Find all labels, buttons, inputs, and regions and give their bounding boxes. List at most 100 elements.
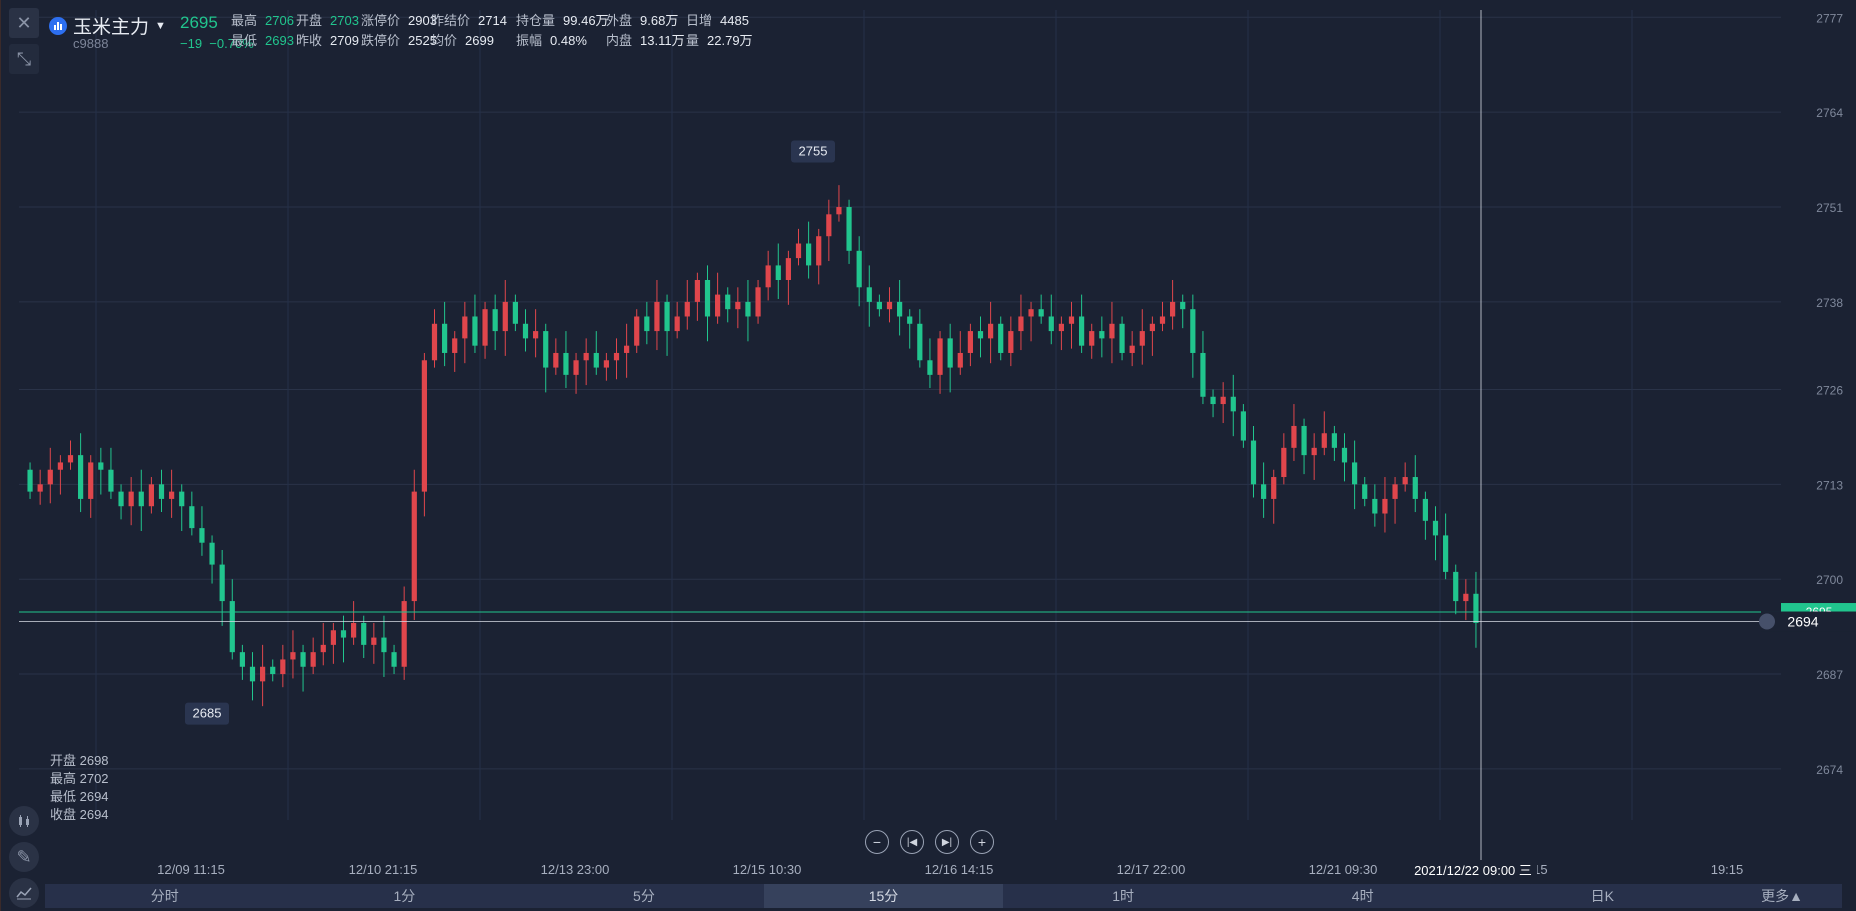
tab-period[interactable]: 分时 bbox=[150, 888, 179, 904]
candlestick-icon[interactable] bbox=[9, 806, 39, 836]
candle-body bbox=[1443, 535, 1449, 572]
candle-body bbox=[1250, 440, 1257, 485]
candle-body bbox=[1079, 316, 1085, 346]
candle-body bbox=[967, 331, 973, 353]
candle-body bbox=[1331, 433, 1337, 448]
price-chart[interactable]: 2777 2764 2751 2738 2726 2713 2700 2687 2674 12/0… bbox=[1, 0, 1856, 880]
candle-body bbox=[1230, 396, 1236, 412]
first-button[interactable]: |◀ bbox=[900, 830, 924, 854]
quote-label: 最低 bbox=[231, 33, 258, 48]
quote-value: 2903 bbox=[408, 13, 437, 28]
last-button[interactable]: ▶| bbox=[935, 830, 959, 854]
indicator-icon[interactable] bbox=[9, 878, 39, 908]
candle-body bbox=[1402, 477, 1408, 485]
candle-body bbox=[199, 528, 205, 543]
y-tick-label: 2726 bbox=[1816, 383, 1843, 397]
tab-period[interactable]: 更多▲ bbox=[1761, 888, 1803, 904]
y-tick-label: 2700 bbox=[1816, 573, 1843, 587]
x-tick-label: 12/21 09:30 bbox=[1309, 862, 1378, 877]
candle-body bbox=[795, 243, 802, 259]
candle-body bbox=[1109, 323, 1115, 339]
candle-body bbox=[1018, 316, 1024, 332]
crosshair-price-tag bbox=[1761, 611, 1856, 632]
candle-body bbox=[1271, 477, 1277, 499]
candle-body bbox=[876, 301, 882, 310]
tab-period[interactable]: 4时 bbox=[1351, 888, 1374, 904]
candle-body bbox=[27, 469, 33, 492]
candle-body bbox=[704, 280, 711, 317]
candle-body bbox=[1432, 520, 1439, 536]
x-tick-label: 12/17 22:00 bbox=[1117, 862, 1186, 877]
candle-body bbox=[603, 360, 609, 368]
candle-body bbox=[209, 542, 215, 565]
chevron-down-icon[interactable]: ▼ bbox=[155, 19, 166, 32]
zoom-in-button[interactable]: + bbox=[970, 830, 994, 854]
ohlc-open: 开盘 2698 bbox=[50, 753, 109, 768]
candle-body bbox=[553, 352, 559, 368]
quote-label: 昨收 bbox=[296, 33, 323, 48]
tab-period[interactable]: 5分 bbox=[633, 888, 655, 904]
candle-body bbox=[472, 316, 478, 346]
candle-body bbox=[785, 258, 791, 280]
candle-body bbox=[745, 301, 751, 317]
tab-period[interactable]: 日K bbox=[1590, 888, 1614, 904]
candle-body bbox=[613, 352, 620, 361]
candle-body bbox=[674, 316, 680, 332]
candle-body bbox=[806, 243, 812, 266]
candle-body bbox=[1170, 301, 1176, 317]
zoom-out-button[interactable]: − bbox=[865, 830, 889, 854]
quote-value: 2714 bbox=[478, 13, 507, 28]
quote-label: 涨停价 bbox=[361, 13, 401, 28]
quote-label: 昨结价 bbox=[431, 13, 471, 28]
candle-body bbox=[78, 455, 84, 499]
y-tick-label: 2764 bbox=[1816, 106, 1843, 120]
candle-body bbox=[725, 294, 731, 310]
candle-body bbox=[1240, 411, 1246, 441]
candle-body bbox=[1412, 477, 1418, 499]
candle-body bbox=[1200, 352, 1206, 397]
candle-body bbox=[1352, 462, 1358, 485]
tab-period[interactable]: 15分 bbox=[763, 884, 1004, 908]
candle-body bbox=[1463, 593, 1469, 602]
quote-item: 量 22.79万 bbox=[686, 30, 753, 49]
last-price: 2695 bbox=[180, 13, 218, 32]
candle-body bbox=[998, 323, 1004, 353]
candle-body bbox=[492, 309, 498, 332]
candle-body bbox=[533, 331, 539, 339]
pin-icon[interactable]: ⤡ bbox=[9, 44, 39, 74]
candle-body bbox=[361, 622, 367, 645]
candle-body bbox=[543, 331, 549, 368]
quote-label: 外盘 bbox=[606, 13, 633, 28]
candle-body bbox=[1362, 484, 1368, 499]
quote-label: 跌停价 bbox=[361, 33, 401, 48]
symbol-code: c9888 bbox=[73, 36, 109, 51]
candle-body bbox=[1210, 396, 1216, 405]
quote-value: 99.46万 bbox=[563, 13, 609, 28]
y-tick-label: 2777 bbox=[1816, 11, 1843, 25]
candle-body bbox=[1008, 331, 1014, 353]
ohlc-panel: 开盘 2698 最高 2702 最低 2694 收盘 2694 bbox=[50, 752, 109, 824]
candle-body bbox=[1068, 316, 1075, 324]
candle-body bbox=[1099, 331, 1105, 339]
quote-item: 昨收 2709 bbox=[296, 30, 359, 49]
quote-label: 持仓量 bbox=[516, 13, 556, 28]
pencil-icon[interactable]: ✎ bbox=[9, 842, 39, 872]
tab-period[interactable]: 1时 bbox=[1112, 888, 1134, 904]
period-tabs: 分时 1分 5分 15分 1时 4时 日K 更多▲ bbox=[45, 884, 1842, 908]
candle-body bbox=[573, 360, 579, 375]
quote-value: 2699 bbox=[465, 33, 494, 48]
candle-body bbox=[583, 352, 589, 361]
candle-body bbox=[502, 301, 508, 332]
candle-body bbox=[1321, 433, 1327, 448]
quote-item: 昨结价 2714 bbox=[431, 10, 507, 29]
quote-item: 涨停价 2903 bbox=[361, 10, 437, 29]
close-icon[interactable]: ✕ bbox=[9, 8, 39, 38]
quote-label: 内盘 bbox=[606, 33, 633, 48]
quote-label: 量 bbox=[686, 33, 700, 48]
x-tick-label: 19:15 bbox=[1711, 862, 1744, 877]
candle-body bbox=[1261, 484, 1267, 499]
symbol-selector[interactable]: 玉米主力 ▼ bbox=[49, 12, 166, 39]
candle-body bbox=[300, 652, 306, 667]
tab-period[interactable]: 1分 bbox=[393, 888, 416, 904]
